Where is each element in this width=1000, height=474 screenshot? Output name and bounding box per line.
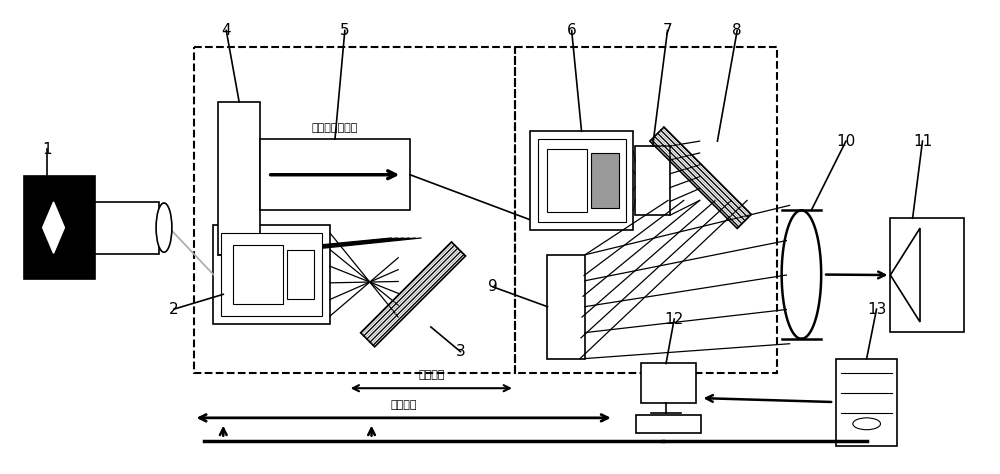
Ellipse shape: [853, 418, 880, 430]
Text: 13: 13: [867, 301, 886, 317]
Bar: [24, 176, 95, 280]
Text: 2: 2: [169, 301, 179, 317]
Ellipse shape: [156, 203, 172, 252]
Bar: [233, 245, 283, 304]
Text: 时间同步: 时间同步: [390, 400, 417, 410]
Text: 9: 9: [488, 279, 498, 294]
Text: 3: 3: [456, 344, 465, 359]
Bar: [221, 233, 322, 316]
Bar: [547, 149, 587, 212]
Text: 出射光亮度可控: 出射光亮度可控: [312, 123, 358, 133]
Text: 7: 7: [663, 23, 672, 38]
Bar: [635, 146, 670, 215]
Polygon shape: [890, 228, 920, 322]
Bar: [787, 210, 816, 339]
Bar: [194, 47, 515, 374]
Text: 8: 8: [732, 23, 742, 38]
Bar: [287, 250, 314, 299]
Text: 1: 1: [43, 142, 52, 156]
Bar: [591, 153, 619, 209]
Bar: [218, 101, 260, 255]
Bar: [213, 225, 330, 324]
Text: 11: 11: [913, 134, 932, 149]
Polygon shape: [43, 202, 64, 253]
Text: 6: 6: [567, 23, 577, 38]
Bar: [530, 131, 633, 230]
Text: 位图同步: 位图同步: [418, 370, 445, 380]
Bar: [515, 47, 777, 374]
Bar: [636, 415, 701, 433]
Text: 4: 4: [221, 23, 231, 38]
Text: 10: 10: [836, 134, 856, 149]
Bar: [836, 358, 897, 446]
Bar: [547, 255, 585, 358]
Text: 12: 12: [665, 311, 684, 327]
Bar: [95, 201, 159, 254]
Bar: [890, 218, 964, 332]
Bar: [260, 139, 410, 210]
Bar: [641, 364, 696, 403]
Text: 5: 5: [340, 23, 350, 38]
Bar: [538, 139, 626, 222]
